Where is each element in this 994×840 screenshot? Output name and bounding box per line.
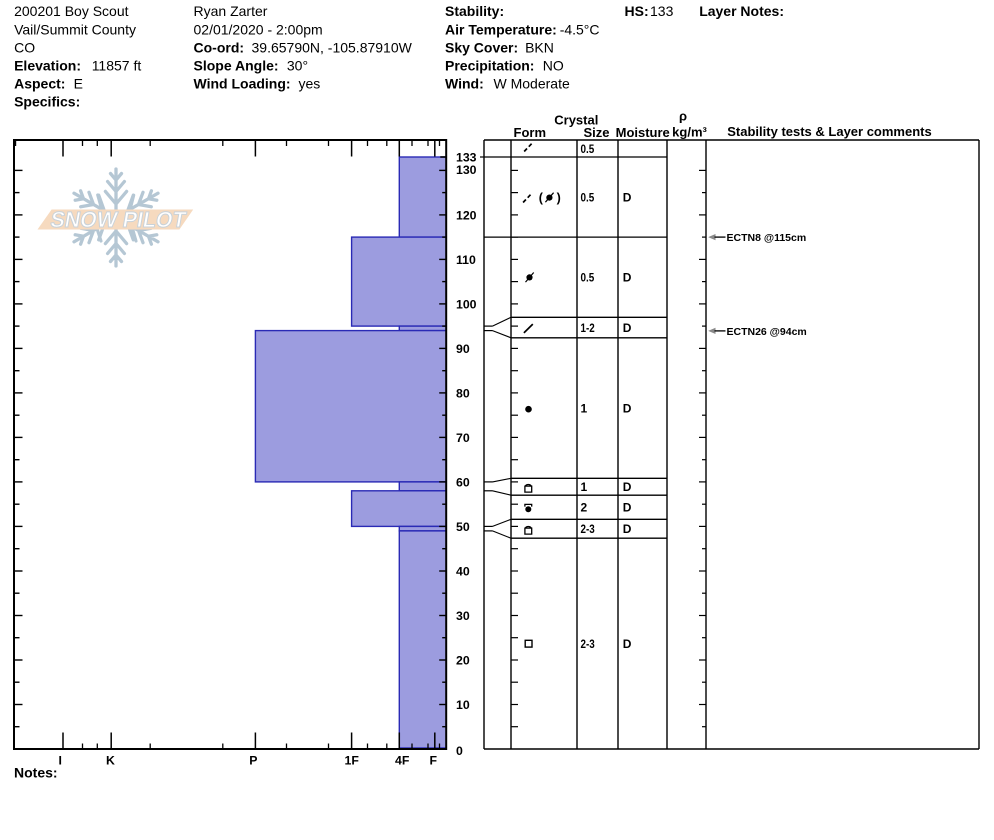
svg-text:39.65790N, -105.87910W: 39.65790N, -105.87910W <box>252 39 413 55</box>
svg-text:2-3: 2-3 <box>581 522 595 536</box>
svg-text:133: 133 <box>650 3 674 19</box>
svg-text:F: F <box>429 753 437 767</box>
svg-text:-4.5°C: -4.5°C <box>560 21 600 37</box>
svg-text:SNOW PILOT: SNOW PILOT <box>49 207 189 232</box>
svg-text:Air Temperature:: Air Temperature: <box>445 21 557 37</box>
svg-text:200201 Boy Scout: 200201 Boy Scout <box>14 3 129 19</box>
svg-text:1: 1 <box>581 480 588 494</box>
svg-text:02/01/2020 - 2:00pm: 02/01/2020 - 2:00pm <box>194 21 323 37</box>
svg-text:BKN: BKN <box>525 39 554 55</box>
svg-text:Notes:: Notes: <box>14 765 58 781</box>
svg-text:90: 90 <box>456 342 470 356</box>
svg-text:110: 110 <box>456 253 476 267</box>
svg-text:D: D <box>623 480 632 494</box>
svg-text:120: 120 <box>456 208 477 222</box>
svg-text:NO: NO <box>543 58 564 74</box>
svg-text:D: D <box>623 401 632 415</box>
svg-text:100: 100 <box>456 297 477 311</box>
svg-text:20: 20 <box>456 653 470 667</box>
svg-text:0.5: 0.5 <box>581 190 595 204</box>
svg-text:40: 40 <box>456 564 470 578</box>
svg-text:Stability tests & Layer commen: Stability tests & Layer comments <box>727 124 931 139</box>
svg-text:2: 2 <box>581 501 588 515</box>
svg-text:yes: yes <box>299 76 321 92</box>
svg-text:1: 1 <box>581 401 588 415</box>
svg-text:Form: Form <box>514 125 547 140</box>
svg-text:Crystal: Crystal <box>554 112 598 127</box>
svg-text:Specifics:: Specifics: <box>14 94 80 110</box>
svg-text:1-2: 1-2 <box>581 321 595 335</box>
svg-text:0.5: 0.5 <box>581 271 595 285</box>
svg-text:HS:: HS: <box>625 3 649 19</box>
svg-text:D: D <box>623 522 632 536</box>
svg-text:Moisture: Moisture <box>616 125 670 140</box>
svg-text:): ) <box>557 191 561 205</box>
svg-text:11857 ft: 11857 ft <box>92 58 142 74</box>
svg-text:kg/m³: kg/m³ <box>672 125 707 140</box>
svg-text:0: 0 <box>456 744 463 758</box>
svg-text:10: 10 <box>456 698 470 712</box>
svg-text:Slope Angle:: Slope Angle: <box>194 58 279 74</box>
svg-text:ρ: ρ <box>679 109 687 124</box>
svg-text:ECTN26 @94cm: ECTN26 @94cm <box>727 326 807 338</box>
svg-text:K: K <box>106 753 115 767</box>
svg-text:1F: 1F <box>345 753 360 767</box>
svg-text:Wind Loading:: Wind Loading: <box>194 76 291 92</box>
svg-text:(: ( <box>539 191 544 205</box>
svg-text:70: 70 <box>456 431 470 445</box>
svg-text:Vail/Summit County: Vail/Summit County <box>14 21 136 37</box>
svg-text:Aspect:: Aspect: <box>14 76 65 92</box>
svg-text:P: P <box>249 753 257 767</box>
svg-text:W Moderate: W Moderate <box>494 76 570 92</box>
svg-text:D: D <box>623 190 632 204</box>
svg-text:D: D <box>623 321 632 335</box>
svg-text:Wind:: Wind: <box>445 76 484 92</box>
svg-text:0.5: 0.5 <box>581 142 595 156</box>
svg-text:CO: CO <box>14 39 35 55</box>
svg-text:4F: 4F <box>395 753 410 767</box>
svg-text:Elevation:: Elevation: <box>14 58 81 74</box>
svg-text:30: 30 <box>456 609 470 623</box>
svg-text:Size: Size <box>583 125 609 140</box>
svg-text:Layer Notes:: Layer Notes: <box>699 3 784 19</box>
svg-text:130: 130 <box>456 163 477 177</box>
svg-text:D: D <box>623 501 632 515</box>
svg-text:Stability:: Stability: <box>445 3 504 19</box>
svg-text:D: D <box>623 271 632 285</box>
svg-text:Sky Cover:: Sky Cover: <box>445 39 518 55</box>
svg-text:30°: 30° <box>287 58 308 74</box>
svg-text:80: 80 <box>456 386 470 400</box>
svg-text:50: 50 <box>456 520 470 534</box>
svg-text:Co-ord:: Co-ord: <box>194 39 245 55</box>
svg-text:I: I <box>58 753 61 767</box>
svg-text:Precipitation:: Precipitation: <box>445 58 534 74</box>
svg-text:133: 133 <box>456 150 477 164</box>
svg-text:Ryan Zarter: Ryan Zarter <box>194 3 268 19</box>
svg-text:2-3: 2-3 <box>581 637 595 651</box>
svg-text:D: D <box>623 637 632 651</box>
svg-text:ECTN8 @115cm: ECTN8 @115cm <box>727 232 807 244</box>
svg-text:E: E <box>74 76 83 92</box>
svg-text:60: 60 <box>456 475 470 489</box>
